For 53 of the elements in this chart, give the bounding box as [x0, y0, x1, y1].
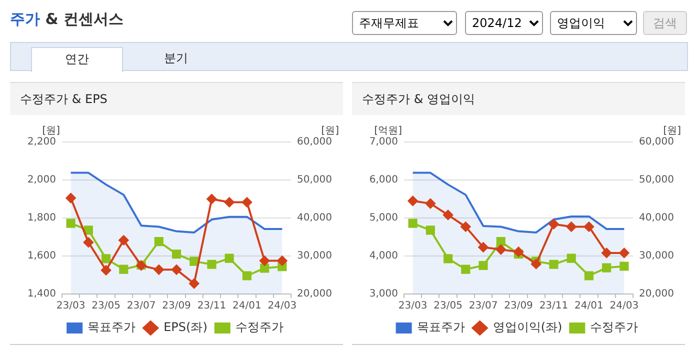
x-tick-label: 23/09 [504, 300, 533, 312]
y-tick-label: 7,000 [369, 136, 398, 148]
legend-label: 목표주가 [88, 320, 136, 334]
x-tick-label: 24/01 [574, 300, 604, 312]
y-tick-label: 2,200 [27, 136, 56, 148]
y2-tick-label: 40,000 [297, 212, 332, 224]
y-tick-label: 4,000 [369, 250, 398, 262]
y-tick-label: 2,000 [27, 174, 56, 186]
y2-tick-label: 40,000 [639, 212, 674, 224]
x-tick-label: 23/11 [539, 300, 568, 312]
legend-label: 수정주가 [235, 320, 284, 334]
y-tick-label: 3,000 [369, 288, 398, 300]
text: 주가 & 컨센서스 [10, 10, 124, 28]
y2-axis-title: [원] [663, 126, 682, 137]
text: 영업이익 [550, 11, 637, 35]
y2-tick-label: 50,000 [297, 174, 332, 186]
chart-title: 수정주가 & 영업이익 [352, 82, 685, 115]
y2-tick-label: 60,000 [639, 136, 674, 148]
x-tick-label: 23/07 [126, 300, 156, 312]
x-tick-label: 23/05 [92, 300, 120, 312]
y-axis-title: [억원] [374, 126, 402, 137]
text: 연간 [31, 47, 123, 72]
y2-tick-label: 20,000 [297, 288, 332, 300]
y-axis-title: [원] [42, 126, 60, 137]
x-tick-label: 23/09 [162, 300, 191, 312]
text: 검색 [643, 11, 687, 35]
y2-tick-label: 20,000 [639, 288, 674, 300]
x-tick-label: 23/11 [197, 300, 226, 312]
x-tick-label: 23/03 [56, 300, 86, 312]
chart-title: 수정주가 & EPS [10, 82, 343, 115]
text: 분기 [163, 50, 189, 67]
text: 2024/12 [465, 11, 543, 35]
y2-tick-label: 50,000 [639, 174, 674, 186]
x-tick-label: 23/03 [398, 300, 428, 312]
legend-label: EPS(좌) [164, 320, 208, 334]
x-tick-label: 23/05 [434, 300, 462, 312]
text: 주재무제표 [352, 11, 457, 35]
legend-label: 목표주가 [416, 320, 465, 334]
x-tick-label: 24/01 [232, 300, 262, 312]
legend-label: 수정주가 [590, 320, 638, 334]
y2-tick-label: 30,000 [639, 250, 674, 262]
x-tick-label: 24/03 [610, 300, 639, 312]
y-tick-label: 5,000 [369, 212, 398, 224]
y2-tick-label: 30,000 [297, 250, 332, 262]
x-tick-label: 24/03 [268, 300, 297, 312]
y2-axis-title: [원] [321, 126, 340, 137]
y-tick-label: 1,600 [27, 250, 56, 262]
legend-label: 영업이익(좌) [492, 320, 562, 334]
y2-tick-label: 60,000 [297, 136, 332, 148]
x-tick-label: 23/07 [468, 300, 498, 312]
y-tick-label: 6,000 [369, 174, 398, 186]
y-tick-label: 1,400 [27, 288, 56, 300]
y-tick-label: 1,800 [27, 212, 56, 224]
